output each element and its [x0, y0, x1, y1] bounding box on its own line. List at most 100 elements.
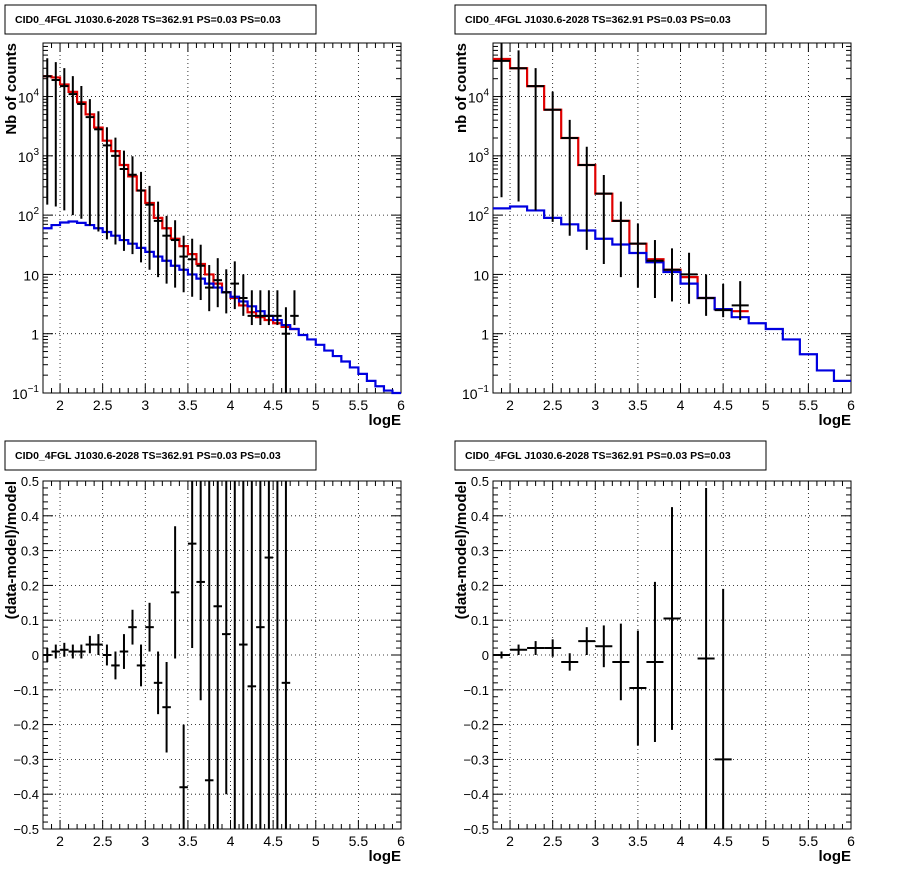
y-tick-label: 0: [32, 648, 39, 663]
y-tick-exponent: 3: [33, 147, 39, 158]
y-tick-label: −0.3: [463, 752, 489, 767]
chart-title: CID0_4FGL J1030.6-2028 TS=362.91 PS=0.03…: [465, 450, 731, 462]
x-tick-label: 4.5: [263, 833, 283, 849]
data-point: [646, 240, 664, 299]
data-point: [179, 235, 188, 293]
x-axis-label: logE: [819, 848, 852, 865]
data-point: [153, 651, 163, 715]
y-tick-exponent: 2: [33, 206, 39, 217]
y-tick-exponent: 4: [483, 88, 489, 99]
data-point: [213, 481, 222, 829]
y-axis-label: nb of counts: [453, 43, 470, 133]
x-axis-label: logE: [819, 412, 852, 429]
y-tick-label: 104: [468, 88, 490, 106]
x-tick-label: 2: [56, 833, 64, 849]
y-tick-base: 10: [18, 208, 34, 224]
chart-title: CID0_4FGL J1030.6-2028 TS=362.91 PS=0.03…: [15, 450, 281, 462]
y-tick-label: −0.4: [13, 787, 39, 802]
data-point: [51, 644, 61, 659]
data-point: [663, 507, 681, 730]
data-point: [162, 661, 171, 753]
x-tick-label: 5: [312, 833, 320, 849]
y-tick-base: 1: [481, 327, 489, 343]
title-box: [454, 4, 767, 35]
data-point: [85, 99, 95, 226]
data-point: [629, 223, 647, 288]
data-points: [43, 481, 291, 829]
x-tick-label: 3.5: [178, 833, 198, 849]
data-point: [612, 623, 630, 701]
data-point: [128, 609, 137, 645]
data-point: [68, 644, 78, 659]
panel-bottom-left: CID0_4FGL J1030.6-2028 TS=362.91 PS=0.03…: [3, 440, 405, 865]
data-point: [119, 634, 129, 669]
x-tick-label: 5.5: [349, 833, 369, 849]
axis-ticks: [42, 42, 402, 394]
chart-title: CID0_4FGL J1030.6-2028 TS=362.91 PS=0.03…: [15, 14, 281, 26]
x-tick-label: 4: [677, 397, 685, 413]
data-point: [85, 635, 95, 654]
data-point: [77, 85, 86, 219]
x-axis-label: logE: [369, 848, 402, 865]
plot-frame: [42, 42, 402, 394]
y-tick-base: 1: [31, 327, 39, 343]
y-tick-label: 0.5: [471, 474, 489, 489]
x-tick-label: 5.5: [799, 397, 819, 413]
x-tick-label: 5: [762, 833, 770, 849]
data-point: [94, 634, 103, 655]
data-point: [527, 641, 545, 655]
data-point: [119, 150, 129, 251]
x-tick-label: 6: [847, 397, 855, 413]
y-tick-exponent: 2: [483, 206, 489, 217]
y-tick-label: 0.1: [471, 613, 489, 628]
y-tick-base: 10: [23, 267, 39, 283]
y-tick-label: −0.1: [13, 683, 39, 698]
x-tick-label: 6: [847, 833, 855, 849]
data-points: [493, 43, 749, 321]
y-tick-label: −0.3: [13, 752, 39, 767]
data-point: [213, 258, 222, 308]
axis-ticks: [492, 42, 852, 394]
data-point: [111, 651, 120, 680]
data-point: [179, 724, 188, 829]
data-point: [222, 481, 231, 795]
x-tick-label: 4: [677, 833, 685, 849]
data-point: [145, 602, 154, 652]
y-tick-exponent: −1: [478, 384, 490, 395]
y-tick-label: 0.3: [21, 544, 39, 559]
data-point: [264, 481, 274, 829]
y-tick-exponent: 3: [483, 147, 489, 158]
data-point: [697, 274, 715, 316]
x-tick-label: 4.5: [713, 397, 733, 413]
data-point: [153, 201, 163, 278]
data-point: [281, 481, 291, 829]
data-point: [561, 119, 579, 236]
data-point: [256, 290, 265, 326]
x-tick-label: 2.5: [543, 397, 563, 413]
y-tick-base: 10: [12, 386, 28, 402]
y-tick-label: 103: [468, 147, 490, 165]
panel-bottom-right: CID0_4FGL J1030.6-2028 TS=362.91 PS=0.03…: [453, 440, 855, 865]
data-point: [629, 630, 647, 746]
data-point: [595, 625, 613, 668]
y-tick-label: 10−1: [462, 384, 489, 402]
data-point: [731, 281, 749, 321]
data-point: [102, 644, 112, 666]
data-point: [256, 481, 265, 829]
data-point: [77, 644, 86, 659]
data-point: [102, 127, 112, 240]
data-point: [247, 481, 257, 829]
y-tick-label: 0: [482, 648, 489, 663]
data-point: [612, 201, 630, 278]
y-tick-label: 0.2: [471, 578, 489, 593]
data-point: [196, 481, 205, 701]
chart-title: CID0_4FGL J1030.6-2028 TS=362.91 PS=0.03…: [465, 14, 731, 26]
y-tick-base: 10: [473, 267, 489, 283]
data-point: [136, 644, 146, 687]
data-point: [51, 62, 61, 207]
data-point: [68, 76, 78, 216]
title-box: [4, 4, 317, 35]
data-point: [136, 171, 146, 263]
y-tick-label: 0.4: [21, 509, 39, 524]
